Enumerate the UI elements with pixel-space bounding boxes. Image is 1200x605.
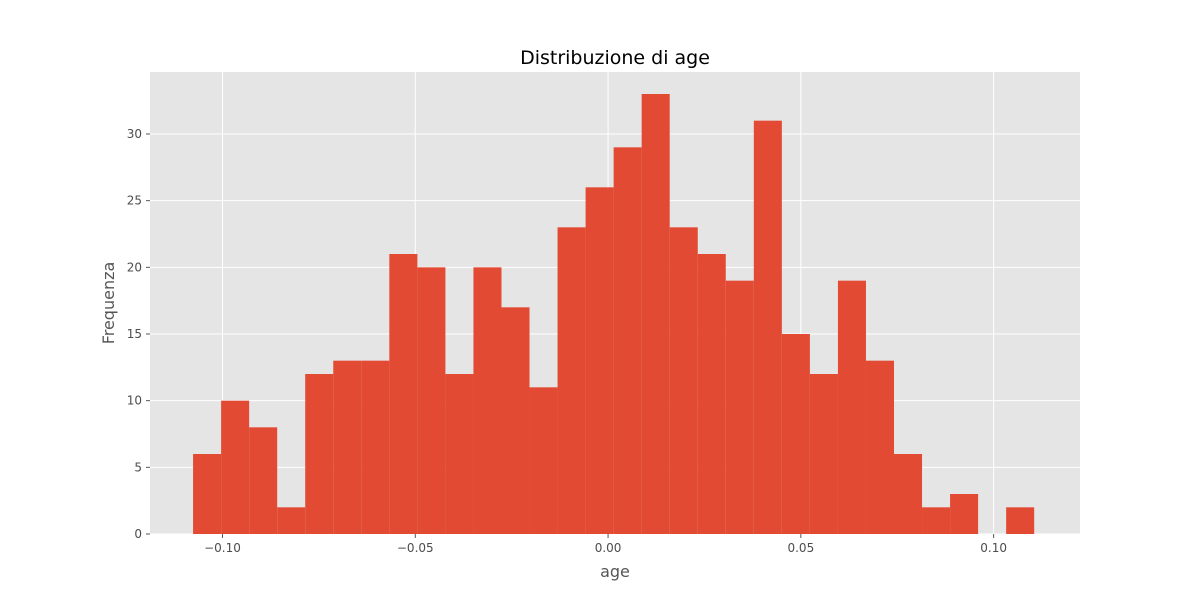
histogram-bar: [501, 307, 530, 534]
histogram-bar: [585, 187, 614, 535]
x-tick-label: −0.10: [204, 541, 241, 555]
x-axis-label: age: [600, 562, 630, 581]
histogram-bar: [837, 280, 866, 534]
histogram-bar: [473, 267, 502, 534]
y-tick-label: 25: [127, 194, 142, 208]
y-tick-label: 15: [127, 327, 142, 341]
histogram-bar: [669, 227, 698, 535]
histogram-bar: [809, 374, 838, 534]
x-tick-label: 0.05: [787, 541, 814, 555]
histogram-bar: [193, 454, 222, 534]
histogram-bar: [277, 507, 306, 534]
y-tick-label: 5: [134, 460, 142, 474]
x-tick-label: 0.10: [980, 541, 1007, 555]
y-axis-ticks: 0 5 10 15 20 25 30: [127, 127, 150, 541]
histogram-bar: [361, 360, 390, 534]
y-tick-label: 30: [127, 127, 142, 141]
histogram-bar: [445, 374, 474, 534]
histogram-bar: [865, 360, 894, 534]
histogram-bar: [753, 120, 782, 535]
histogram-bar: [950, 494, 979, 534]
histogram-bar: [557, 227, 586, 535]
chart-title: Distribuzione di age: [520, 47, 710, 69]
histogram-bar: [922, 507, 951, 534]
histogram-bar: [417, 267, 446, 534]
histogram-bar: [249, 427, 278, 534]
y-axis-label: Frequenza: [99, 262, 118, 345]
y-tick-label: 10: [127, 394, 142, 408]
histogram-bar: [641, 94, 670, 534]
x-axis-ticks: −0.10 −0.05 0.00 0.05 0.10: [204, 534, 1007, 555]
histogram-bar: [389, 254, 418, 534]
histogram-bar: [894, 454, 923, 534]
histogram-bar: [529, 387, 558, 534]
histogram-bar: [697, 254, 726, 534]
histogram-bar: [613, 147, 642, 535]
histogram-bar: [305, 374, 334, 534]
y-tick-label: 0: [134, 527, 142, 541]
histogram-bars: [193, 94, 1035, 535]
histogram-bar: [725, 280, 754, 534]
x-tick-label: −0.05: [397, 541, 434, 555]
histogram-bar: [781, 334, 810, 534]
x-tick-label: 0.00: [595, 541, 622, 555]
y-tick-label: 20: [127, 260, 142, 274]
histogram-bar: [1006, 507, 1035, 534]
histogram-bar: [221, 400, 250, 534]
histogram-bar: [333, 360, 362, 534]
